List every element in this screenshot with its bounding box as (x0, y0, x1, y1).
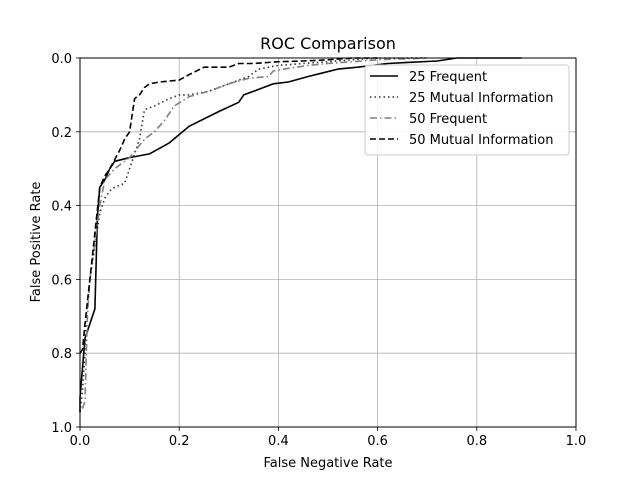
x-tick-label: 0.6 (367, 434, 388, 449)
x-axis-title: False Negative Rate (263, 456, 392, 471)
x-tick-label: 0.2 (169, 434, 190, 449)
y-tick-label: 0.2 (51, 126, 72, 141)
y-tick-label: 0.6 (51, 273, 72, 288)
legend-label-3: 50 Frequent (409, 112, 487, 127)
x-tick-label: 0.4 (268, 434, 289, 449)
legend-box (364, 64, 570, 156)
series-line-4 (79, 57, 378, 354)
legend-label-2: 25 Mutual Information (409, 91, 553, 106)
plot-area-frame (79, 57, 577, 428)
legend-label-1: 25 Frequent (409, 70, 487, 85)
y-tick-label: 1.0 (51, 421, 72, 436)
chart-title: ROC Comparison (260, 34, 396, 53)
x-tick-label: 0.0 (70, 434, 91, 449)
y-tick-label: 0.0 (51, 52, 72, 67)
x-tick-label: 0.8 (466, 434, 487, 449)
axis-ticks: 0.0 0.2 0.4 0.6 0.8 1.00.00.20.40.60.81.0 (51, 52, 586, 449)
legend: 25 Frequent 25 Mutual Information 50 Frequ… (364, 64, 570, 156)
x-tick-label: 1.0 (566, 434, 587, 449)
y-tick-label: 0.8 (51, 347, 72, 362)
y-axis-title: False Positive Rate (29, 182, 44, 303)
series-line-3 (81, 57, 428, 409)
legend-label-4: 50 Mutual Information (409, 133, 553, 148)
y-tick-label: 0.4 (51, 200, 72, 215)
